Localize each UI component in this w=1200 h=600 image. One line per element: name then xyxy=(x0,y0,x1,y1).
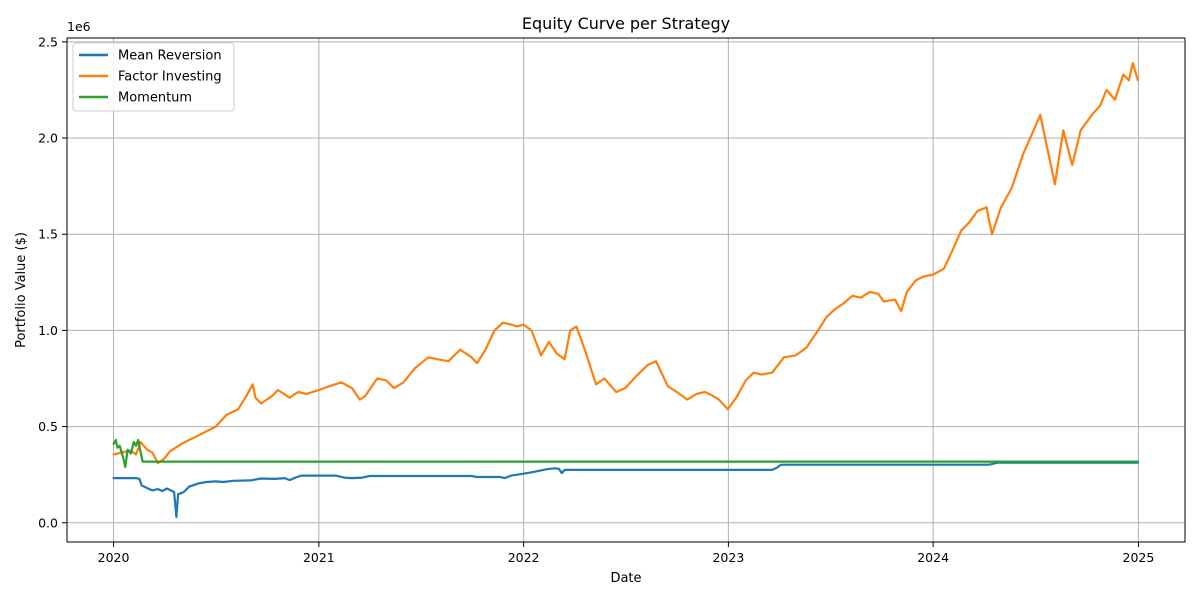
y-offset-label: 1e6 xyxy=(67,19,91,34)
x-tick-label: 2025 xyxy=(1123,550,1155,565)
chart-title: Equity Curve per Strategy xyxy=(522,14,730,33)
plot-frame xyxy=(66,37,1186,543)
legend-label-momentum: Momentum xyxy=(118,91,192,106)
legend-box xyxy=(72,42,235,112)
legend-entries: Mean Reversion Factor Investing Momentum xyxy=(79,49,222,106)
legend: Mean Reversion Factor Investing Momentum xyxy=(72,42,235,112)
x-tick-label: 2020 xyxy=(98,550,130,565)
momentum-line xyxy=(112,438,1139,469)
factor-investing-line xyxy=(112,61,1139,465)
x-axis-label: Date xyxy=(610,571,641,586)
y-tick-label: 0.0 xyxy=(38,515,58,530)
y-tick-label: 1.0 xyxy=(38,323,58,338)
y-tick-label: 1.5 xyxy=(38,227,58,242)
legend-label-factor-investing: Factor Investing xyxy=(118,70,222,85)
mean-reversion-line xyxy=(112,461,1139,519)
grid xyxy=(67,38,1185,542)
x-tick-label: 2024 xyxy=(917,550,949,565)
x-tick-label: 2022 xyxy=(508,550,540,565)
y-tick-label: 0.5 xyxy=(38,419,58,434)
legend-label-mean-reversion: Mean Reversion xyxy=(118,49,222,64)
series-lines xyxy=(112,61,1139,519)
y-axis-label: Portfolio Value ($) xyxy=(14,232,29,348)
y-tick-label: 2.0 xyxy=(38,131,58,146)
x-tick-label: 2023 xyxy=(712,550,744,565)
x-tick-label: 2021 xyxy=(303,550,335,565)
y-tick-label: 2.5 xyxy=(38,34,58,49)
axis-ticks: 2020 2021 2022 2023 2024 2025 0.0 0.5 1.0 1.5 2.0 2… xyxy=(38,34,1154,565)
